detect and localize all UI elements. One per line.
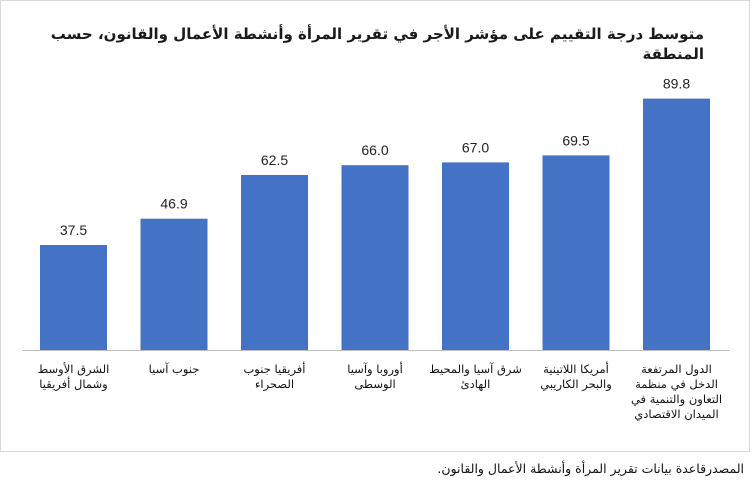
- bar: [140, 218, 208, 350]
- bar-chart: 37.5 46.9 62.5 66.0 67.0 69.5 89.8: [22, 76, 730, 351]
- category-label: أمريكا اللاتينية والبحر الكاريبي: [540, 362, 612, 391]
- category-label: الشرق الأوسط وشمال أفريقيا: [37, 362, 110, 391]
- bar-value-label: 67.0: [462, 139, 489, 155]
- bar: [341, 165, 409, 350]
- bar: [542, 155, 610, 350]
- category-label: الدول المرتفعة الدخل في منظمة التعاون وا…: [630, 362, 723, 421]
- bar-value-label: 69.5: [562, 132, 589, 148]
- category-label: شرق آسيا والمحيط الهادئ: [429, 362, 522, 391]
- bar-value-label: 66.0: [361, 142, 388, 158]
- source-note: المصدرقاعدة بيانات تقرير المرأة وأنشطة ا…: [437, 461, 744, 476]
- bar-value-label: 62.5: [261, 152, 288, 168]
- category-label: جنوب آسيا: [148, 362, 200, 376]
- bar: [643, 98, 710, 350]
- chart-title: متوسط درجة التقييم على مؤشر الأجر في تقر…: [50, 25, 704, 63]
- bar: [442, 162, 509, 350]
- bar: [241, 175, 308, 350]
- bar-value-label: 89.8: [663, 76, 690, 92]
- category-label: أفريقيا جنوب الصحراء: [243, 362, 306, 391]
- category-label: أوروبا وآسيا الوسطى: [347, 362, 403, 391]
- bar-value-label: 37.5: [60, 222, 87, 238]
- chart-frame: [0, 0, 750, 452]
- bar: [40, 245, 107, 350]
- bar-value-label: 46.9: [160, 196, 187, 212]
